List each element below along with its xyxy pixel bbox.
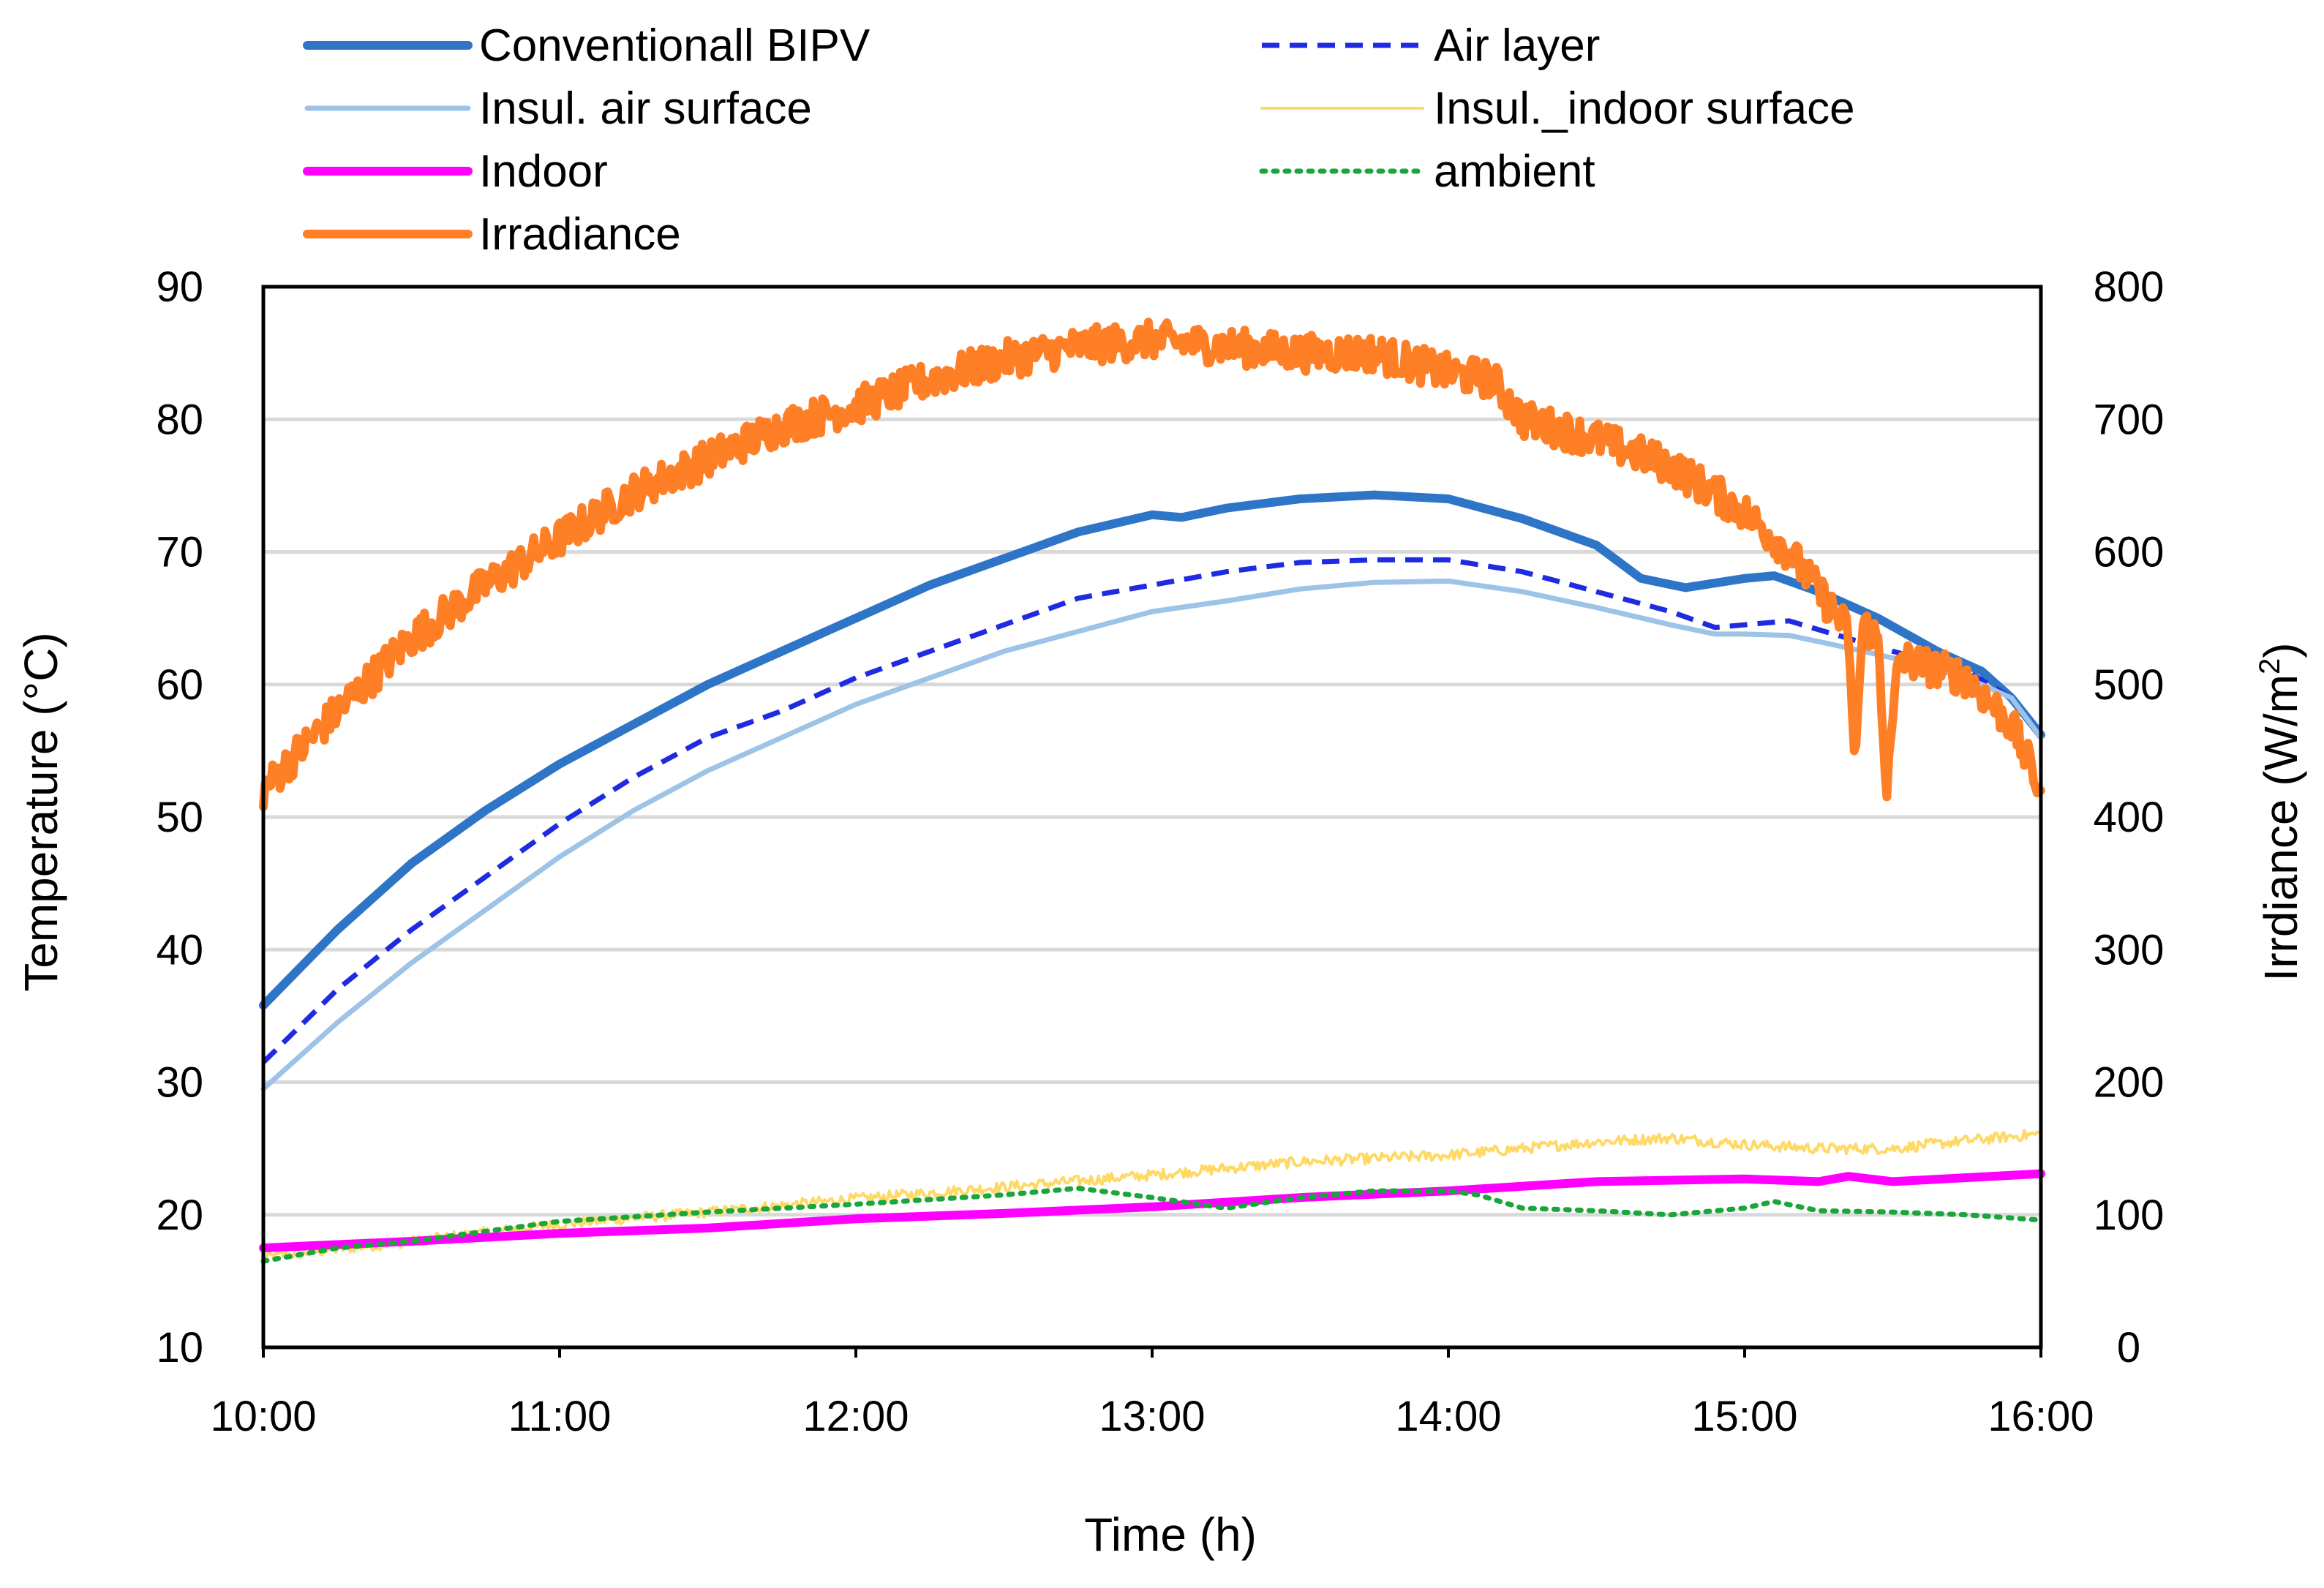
- right-axis-title-text: Irrdiance (W/m: [2255, 674, 2307, 982]
- x-tick-label: 14:00: [1395, 1393, 1501, 1440]
- right-tick-label: 400: [2094, 794, 2165, 841]
- left-axis-ticks: 10 20 30 40 50 60 70 80 90: [156, 263, 203, 1371]
- series-line-4: [259, 1169, 2045, 1253]
- legend-label-4: Indoor: [479, 146, 608, 197]
- right-tick-label: 600: [2094, 529, 2165, 576]
- left-tick-label: 90: [156, 263, 203, 311]
- x-axis-title: Time (h): [1084, 1508, 1257, 1561]
- right-axis-title: Irrdiance (W/m2): [2254, 642, 2307, 981]
- x-tick-label: 13:00: [1099, 1393, 1205, 1440]
- right-tick-label: 200: [2094, 1059, 2165, 1107]
- right-tick-label: 300: [2094, 926, 2165, 974]
- right-axis-title-close: ): [2255, 642, 2307, 658]
- legend-label-1: Air layer: [1434, 20, 1600, 71]
- left-tick-label: 10: [156, 1324, 203, 1371]
- left-tick-label: 70: [156, 529, 203, 576]
- legend-label-2: Insul. air surface: [479, 83, 812, 134]
- x-tick-label: 12:00: [802, 1393, 909, 1440]
- right-axis-ticks: 0 100 200 300 400 500 600 700 800: [2094, 263, 2165, 1371]
- right-axis-title-superscript: 2: [2254, 658, 2286, 674]
- right-tick-label: 800: [2094, 263, 2165, 311]
- x-tick-label: 10:00: [210, 1393, 316, 1440]
- legend-label-0: Conventionall BIPV: [479, 20, 870, 71]
- series-line-3: [262, 1129, 2042, 1261]
- right-tick-label: 700: [2094, 396, 2165, 443]
- legend-label-3: Insul._indoor surface: [1434, 83, 1855, 134]
- series-lines: [259, 317, 2045, 1264]
- x-axis-ticks: 10:00 11:00 12:00 13:00 14:00 15:00 16:00: [210, 1347, 2094, 1440]
- x-tick-label: 16:00: [1988, 1393, 2094, 1440]
- legend-label-6: Irradiance: [479, 209, 681, 260]
- right-tick-label: 500: [2094, 661, 2165, 709]
- left-tick-label: 50: [156, 794, 203, 841]
- series-line-5: [260, 1186, 2044, 1264]
- legend: Conventionall BIPV Air layer Insul. air su…: [303, 20, 1855, 260]
- left-tick-label: 30: [156, 1059, 203, 1107]
- left-tick-label: 60: [156, 661, 203, 709]
- right-tick-label: 0: [2117, 1324, 2140, 1371]
- x-tick-label: 15:00: [1691, 1393, 1797, 1440]
- legend-label-5: ambient: [1434, 146, 1595, 197]
- x-tick-label: 11:00: [508, 1393, 612, 1440]
- left-tick-label: 80: [156, 396, 203, 443]
- left-tick-label: 40: [156, 926, 203, 974]
- left-axis-title: Temperature (°C): [15, 632, 67, 992]
- left-tick-label: 20: [156, 1192, 203, 1239]
- series-line-6: [259, 317, 2045, 811]
- series-line-1: [261, 557, 2043, 1064]
- right-tick-label: 100: [2094, 1192, 2165, 1239]
- series-line-2: [260, 578, 2044, 1092]
